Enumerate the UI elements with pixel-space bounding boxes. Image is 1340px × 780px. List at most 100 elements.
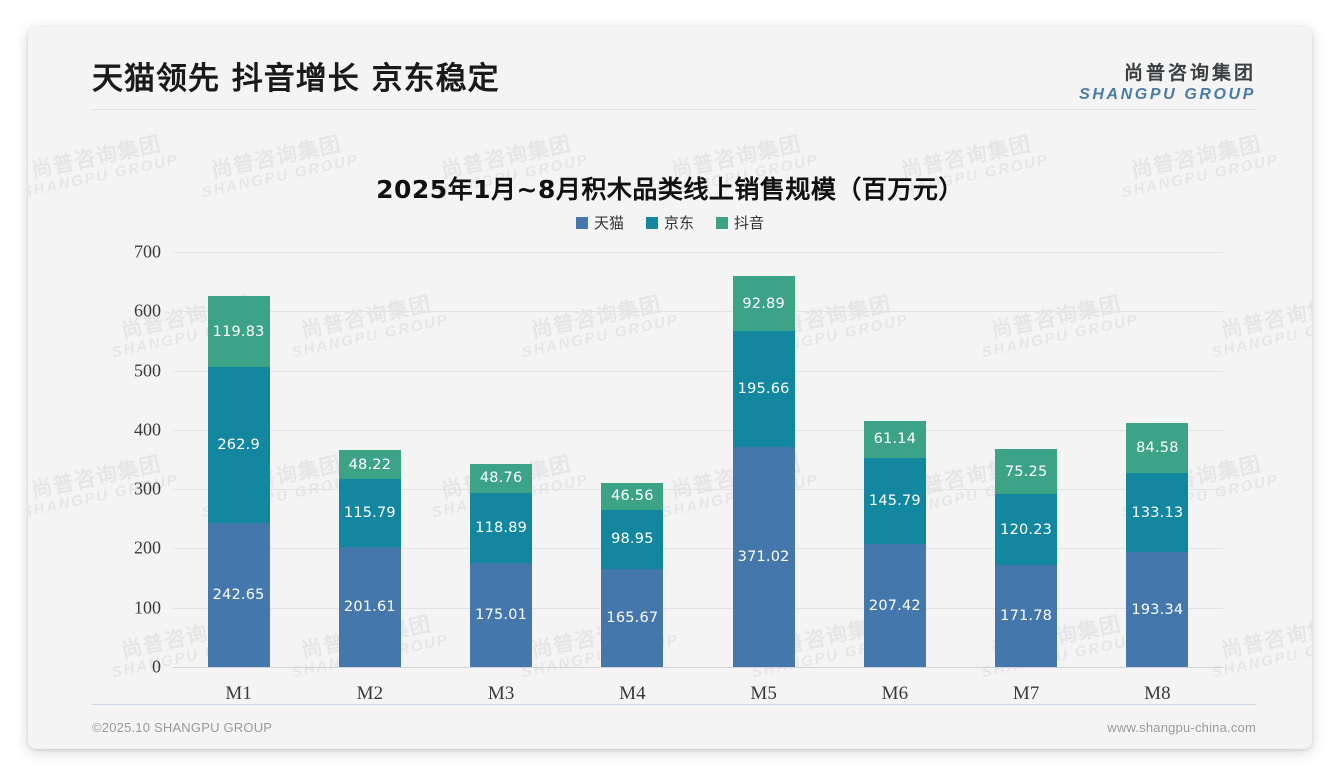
company-logo: 尚普咨询集团 SHANGPU GROUP (1079, 62, 1256, 104)
bar-segment-抖音-M3[interactable]: 48.76 (470, 463, 533, 493)
gridline (173, 311, 1223, 313)
bar-value-label: 165.67 (606, 609, 659, 626)
bar-group-M7[interactable]: 75.25 120.23 171.78 M7 (995, 252, 1058, 704)
logo-text-en: SHANGPU GROUP (1079, 85, 1256, 103)
bar-segment-抖音-M7[interactable]: 75.25 (995, 449, 1058, 494)
x-axis-tick-label: M1 (225, 683, 252, 704)
bar-value-label: 75.25 (1004, 463, 1048, 480)
legend-item-京东[interactable]: 京东 (645, 212, 694, 233)
bar-segment-京东-M3[interactable]: 118.89 (470, 492, 533, 564)
slide-footer: ©2025.10 SHANGPU GROUP www.shangpu-china… (92, 720, 1256, 735)
bar-segment-京东-M4[interactable]: 98.95 (601, 510, 664, 569)
page-title: 天猫领先 抖音增长 京东稳定 (92, 61, 500, 97)
bar-group-M8[interactable]: 84.58 133.13 193.34 M8 (1126, 252, 1189, 704)
bar-segment-天猫-M6[interactable]: 207.42 (863, 544, 926, 667)
copyright-text: ©2025.10 SHANGPU GROUP (92, 720, 273, 735)
bar-segment-天猫-M5[interactable]: 371.02 (732, 447, 795, 667)
legend-label: 京东 (663, 214, 694, 232)
legend-swatch-icon (645, 216, 658, 229)
y-axis-tick-label: 500 (134, 360, 161, 381)
x-axis-tick-label: M7 (1012, 683, 1040, 704)
bar-value-label: 119.83 (212, 323, 265, 340)
y-axis-tick-label: 600 (134, 300, 161, 321)
gridline (173, 489, 1223, 491)
x-axis-tick-label: M5 (750, 683, 777, 704)
footer-divider (92, 704, 1256, 705)
gridline (173, 548, 1223, 550)
bar-segment-抖音-M1[interactable]: 119.83 (207, 296, 270, 368)
slide: 尚普咨询集团 SHANGPU GROUP 尚普咨询集团 SHANGPU GROUP 尚普… (28, 27, 1312, 749)
logo-text-cn: 尚普咨询集团 (1123, 62, 1256, 84)
bar-value-label: 145.79 (868, 492, 921, 509)
bar-segment-京东-M6[interactable]: 145.79 (863, 457, 926, 545)
bar-value-label: 175.01 (475, 607, 528, 624)
bar-value-label: 115.79 (343, 505, 396, 522)
bar-group-M1[interactable]: 119.83 262.9 242.65 M1 (207, 252, 270, 704)
legend-swatch-icon (575, 216, 588, 229)
x-axis-tick-label: M2 (356, 683, 384, 704)
y-axis-tick-label: 400 (134, 419, 161, 440)
bar-segment-天猫-M2[interactable]: 201.61 (338, 547, 401, 667)
bar-value-label: 207.42 (868, 597, 921, 614)
bar-group-M6[interactable]: 61.14 145.79 207.42 M6 (863, 252, 926, 704)
bar-value-label: 118.89 (475, 520, 528, 536)
gridline (173, 429, 1223, 431)
bar-segment-抖音-M6[interactable]: 61.14 (863, 421, 926, 458)
bar-segment-京东-M2[interactable]: 115.79 (338, 478, 401, 548)
y-axis-tick-label: 100 (134, 597, 161, 618)
gridline (173, 252, 1223, 253)
bar-segment-天猫-M4[interactable]: 165.67 (601, 568, 664, 667)
bar-segment-天猫-M3[interactable]: 175.01 (470, 563, 533, 667)
legend-swatch-icon (716, 216, 728, 229)
bar-value-label: 46.56 (611, 488, 654, 505)
bar-segment-抖音-M8[interactable]: 84.58 (1126, 423, 1189, 474)
bar-segment-抖音-M4[interactable]: 46.56 (601, 482, 664, 511)
x-axis-tick-label: M8 (1144, 683, 1171, 704)
bar-value-label: 92.89 (742, 295, 785, 312)
bar-group-M5[interactable]: 92.89 195.66 371.02 M5 (732, 252, 795, 704)
bar-group-M3[interactable]: 48.76 118.89 175.01 M3 (470, 252, 533, 704)
y-axis-tick-label: 200 (134, 537, 161, 558)
bar-value-label: 371.02 (737, 549, 790, 566)
bar-group-M2[interactable]: 48.22 115.79 201.61 M2 (338, 252, 401, 704)
website-text: www.shangpu-china.com (1107, 720, 1256, 735)
y-axis-tick-label: 700 (134, 241, 161, 262)
bar-segment-天猫-M1[interactable]: 242.65 (207, 523, 270, 667)
legend-label: 抖音 (734, 214, 765, 232)
legend-label: 天猫 (593, 214, 624, 232)
legend-item-抖音[interactable]: 抖音 (716, 212, 764, 233)
gridline (173, 607, 1223, 609)
slide-header: 天猫领先 抖音增长 京东稳定 尚普咨询集团 SHANGPU GROUP (28, 27, 1312, 110)
y-axis-tick-label: 300 (134, 478, 161, 499)
bar-segment-京东-M1[interactable]: 262.9 (207, 367, 270, 524)
bar-value-label: 242.65 (212, 587, 265, 604)
bar-value-label: 262.9 (217, 437, 260, 454)
bar-value-label: 48.22 (348, 456, 392, 473)
y-axis-tick-label: 0 (152, 656, 161, 677)
bar-value-label: 193.34 (1131, 601, 1184, 618)
bar-value-label: 133.13 (1131, 504, 1184, 521)
bar-segment-京东-M7[interactable]: 120.23 (995, 493, 1058, 566)
bar-value-label: 171.78 (1000, 608, 1053, 625)
bar-value-label: 98.95 (611, 531, 654, 548)
x-axis-tick-label: M3 (487, 683, 515, 704)
bar-value-label: 120.23 (1000, 521, 1053, 538)
header-divider (92, 109, 1256, 110)
gridline (173, 667, 1223, 668)
bar-group-M4[interactable]: 46.56 98.95 165.67 M4 (601, 252, 664, 704)
bar-segment-抖音-M5[interactable]: 92.89 (732, 276, 795, 332)
bar-segment-天猫-M8[interactable]: 193.34 (1126, 552, 1189, 667)
bar-value-label: 84.58 (1136, 440, 1179, 457)
bar-value-label: 48.76 (479, 470, 523, 487)
chart-legend: 天猫 京东 抖音 (28, 212, 1312, 233)
bar-segment-京东-M5[interactable]: 195.66 (732, 331, 795, 448)
gridline (173, 370, 1223, 372)
bar-segment-抖音-M2[interactable]: 48.22 (338, 450, 401, 479)
bar-value-label: 201.61 (343, 599, 396, 616)
bar-segment-天猫-M7[interactable]: 171.78 (995, 565, 1058, 667)
bar-groups: 119.83 262.9 242.65 M1 48.22 115.79 201.61 M2 48… (173, 252, 1223, 704)
x-axis-tick-label: M4 (619, 683, 646, 704)
bar-segment-京东-M8[interactable]: 133.13 (1126, 473, 1189, 553)
legend-item-天猫[interactable]: 天猫 (575, 212, 624, 233)
chart-plot-area: 0 100 200 300 400 500 600 700 119.83 262.9 242.65… (134, 242, 1223, 704)
